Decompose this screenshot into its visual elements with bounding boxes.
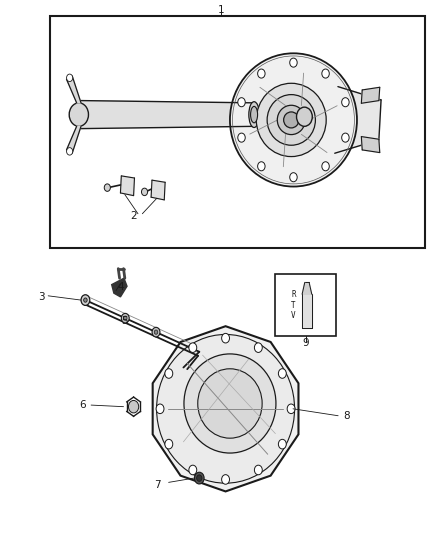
Circle shape: [69, 103, 88, 126]
Circle shape: [165, 439, 173, 449]
Circle shape: [222, 333, 230, 343]
Circle shape: [104, 184, 110, 191]
Text: 8: 8: [343, 411, 350, 421]
Polygon shape: [302, 282, 312, 294]
Polygon shape: [151, 180, 165, 200]
Ellipse shape: [184, 354, 276, 453]
Text: 4: 4: [117, 282, 124, 292]
Text: 2: 2: [130, 212, 137, 221]
Circle shape: [342, 133, 349, 142]
Circle shape: [254, 343, 262, 352]
Circle shape: [258, 161, 265, 171]
Polygon shape: [361, 136, 380, 152]
Text: R: R: [291, 290, 296, 299]
Bar: [50, 16, 425, 248]
Ellipse shape: [230, 53, 357, 187]
Text: 3: 3: [38, 292, 45, 302]
Polygon shape: [67, 126, 81, 153]
Circle shape: [81, 295, 90, 305]
Ellipse shape: [198, 369, 262, 438]
Circle shape: [194, 472, 204, 484]
Circle shape: [322, 69, 329, 78]
Circle shape: [121, 313, 129, 323]
Polygon shape: [67, 76, 81, 103]
Text: V: V: [291, 311, 296, 320]
Circle shape: [197, 475, 202, 481]
Circle shape: [189, 465, 197, 475]
Polygon shape: [302, 294, 312, 328]
Polygon shape: [77, 101, 255, 128]
Ellipse shape: [156, 335, 294, 483]
Circle shape: [258, 69, 265, 78]
Circle shape: [279, 369, 286, 378]
Circle shape: [141, 188, 148, 196]
Circle shape: [342, 98, 349, 107]
Circle shape: [322, 161, 329, 171]
Circle shape: [67, 148, 73, 155]
Ellipse shape: [256, 83, 326, 157]
Circle shape: [297, 107, 312, 126]
Polygon shape: [153, 326, 298, 491]
Text: 5: 5: [121, 316, 128, 326]
Circle shape: [84, 298, 87, 302]
Circle shape: [290, 58, 297, 67]
Circle shape: [165, 369, 173, 378]
Ellipse shape: [284, 112, 299, 128]
Circle shape: [290, 173, 297, 182]
Text: 9: 9: [302, 338, 309, 348]
Circle shape: [238, 133, 245, 142]
Circle shape: [124, 316, 127, 320]
Ellipse shape: [251, 107, 258, 123]
Polygon shape: [335, 86, 381, 154]
Text: 1: 1: [218, 5, 225, 14]
Text: 7: 7: [154, 480, 161, 490]
Bar: [275, 274, 336, 336]
Circle shape: [156, 404, 164, 414]
Circle shape: [67, 74, 73, 82]
Ellipse shape: [267, 95, 315, 145]
Circle shape: [152, 327, 160, 337]
Polygon shape: [120, 176, 134, 196]
Circle shape: [279, 439, 286, 449]
Circle shape: [189, 343, 197, 352]
Polygon shape: [112, 278, 127, 297]
Circle shape: [222, 475, 230, 484]
Circle shape: [287, 404, 295, 414]
Circle shape: [254, 465, 262, 475]
Text: T: T: [291, 301, 296, 310]
Text: 6: 6: [79, 400, 86, 410]
Circle shape: [154, 330, 158, 334]
Ellipse shape: [277, 106, 305, 135]
Ellipse shape: [249, 102, 259, 127]
Circle shape: [238, 98, 245, 107]
Circle shape: [128, 400, 139, 413]
Polygon shape: [361, 87, 380, 103]
